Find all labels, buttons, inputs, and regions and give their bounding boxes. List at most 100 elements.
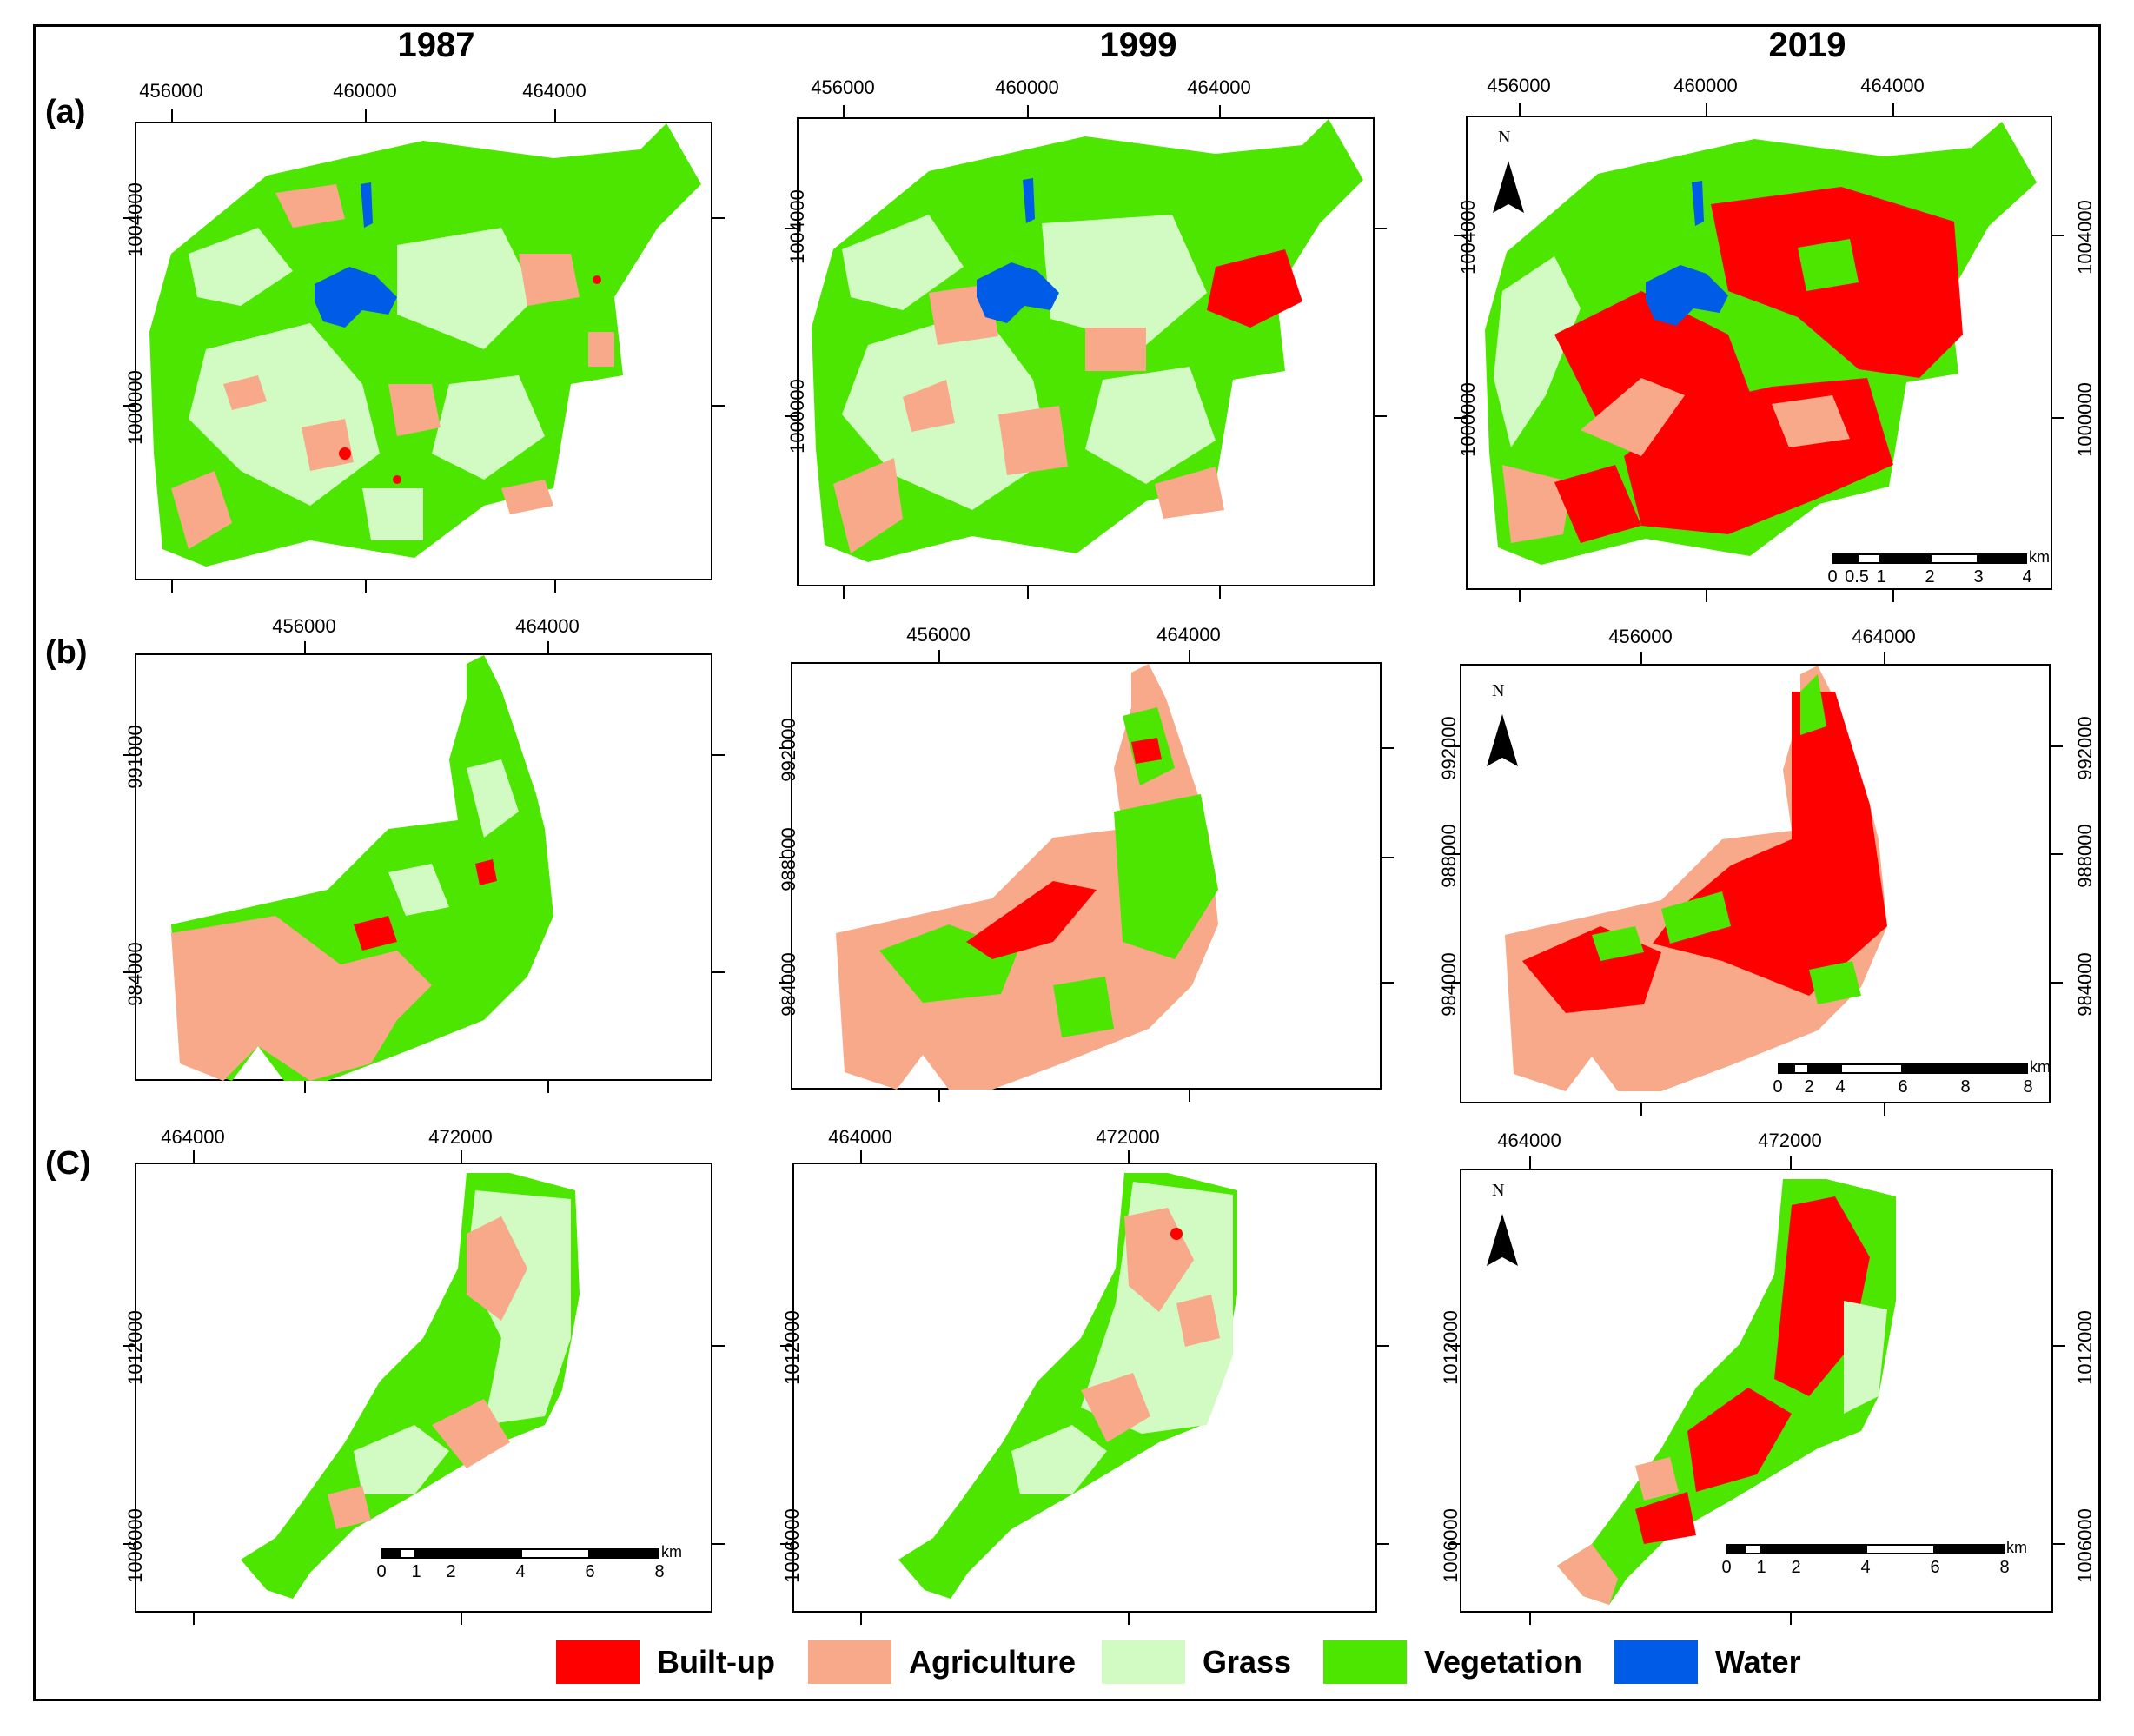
ytick-b-1987: 991000: [124, 725, 146, 789]
tick-mark: [171, 580, 173, 593]
north-arrow-icon: [1493, 161, 1524, 213]
year-1987: 1987: [397, 26, 475, 64]
tick-mark: [547, 641, 549, 653]
scale-a-unit: km: [2029, 548, 2050, 566]
ytick-b-1999: 988000: [778, 827, 799, 891]
tick-mark: [712, 1543, 725, 1545]
scale-c-label: 4: [515, 1562, 526, 1581]
tick-mark: [1790, 1156, 1792, 1169]
tick-mark: [1519, 590, 1521, 602]
ytick-c-1999: 1006000: [781, 1508, 803, 1583]
tick-mark: [1189, 1090, 1190, 1102]
tick-mark: [304, 641, 306, 653]
tick-mark: [1382, 857, 1394, 858]
scale-c-label: 4: [1860, 1558, 1871, 1577]
legend: Built-up Agriculture Grass Vegetation Wa…: [0, 1640, 2134, 1693]
tick-mark: [1454, 235, 1466, 236]
tick-mark: [712, 405, 725, 407]
xtick-a-1999: 464000: [1187, 76, 1251, 98]
legend-label: Grass: [1203, 1644, 1292, 1680]
scale-c-label: 1: [1756, 1558, 1766, 1577]
map-b-1987: [135, 653, 712, 1081]
legend-swatch: [1323, 1640, 1407, 1684]
ytick-a-2019-right: 1000000: [2074, 382, 2096, 457]
tick-mark: [1448, 982, 1460, 984]
tick-mark: [461, 1613, 462, 1625]
tick-mark: [304, 1081, 306, 1093]
north-arrow-icon: [1487, 1214, 1518, 1266]
tick-mark: [123, 1543, 135, 1545]
tick-mark: [193, 1613, 195, 1625]
tick-mark: [1219, 586, 1221, 599]
xtick-c-1999: 464000: [828, 1126, 892, 1148]
tick-mark: [712, 754, 725, 756]
tick-mark: [1884, 652, 1885, 664]
scale-b-label: 4: [1835, 1077, 1846, 1097]
land-cover-map-c-1999: [898, 1173, 1237, 1599]
tick-mark: [1448, 1543, 1460, 1545]
tick-mark: [780, 1543, 792, 1545]
xtick-a-2019: 464000: [1860, 75, 1925, 96]
land-cover-map-c-1987: [241, 1173, 580, 1599]
tick-mark: [171, 109, 173, 122]
scale-c-label: 8: [1999, 1558, 2010, 1577]
figure-frame: [33, 24, 2101, 1701]
xtick-c-2019: 464000: [1497, 1130, 1561, 1151]
tick-mark: [1448, 1345, 1460, 1347]
ytick-a-2019: 1004000: [1457, 200, 1479, 275]
scale-a-label: 1: [1876, 567, 1886, 586]
year-1999: 1999: [1099, 26, 1177, 64]
north-label: N: [1498, 128, 1511, 147]
tick-mark: [1706, 103, 1707, 116]
ytick-c-2019-right: 1012000: [2074, 1310, 2096, 1385]
ytick-b-2019-right: 984000: [2074, 952, 2096, 1017]
scale-c-label: 2: [446, 1562, 456, 1581]
tick-mark: [1189, 650, 1190, 662]
scale-c-label: 6: [585, 1562, 595, 1581]
xtick-b-2019: 464000: [1852, 626, 1916, 647]
xtick-c-1999: 472000: [1096, 1126, 1160, 1148]
scale-c-unit: km: [661, 1543, 682, 1560]
tick-mark: [365, 580, 367, 593]
ytick-b-1987: 984000: [124, 942, 146, 1006]
legend-swatch: [556, 1640, 640, 1684]
scale-b-label: 8: [1960, 1077, 1971, 1097]
map-a-1999: [797, 117, 1375, 586]
tick-mark: [860, 1613, 862, 1625]
scale-b-unit: km: [2030, 1058, 2051, 1076]
ytick-a-2019-right: 1004000: [2074, 200, 2096, 275]
row-label-a: (a): [45, 94, 86, 130]
tick-mark: [2051, 853, 2063, 855]
tick-mark: [1640, 652, 1642, 664]
xtick-b-1999: 456000: [906, 624, 971, 646]
scale-bar-a: 0 0.5 1 2 3 4 km: [1827, 548, 2050, 588]
ytick-b-2019: 992000: [1438, 716, 1460, 780]
tick-mark: [1790, 1613, 1792, 1625]
tick-mark: [554, 580, 556, 593]
ytick-c-2019: 1006000: [1440, 1508, 1461, 1583]
tick-mark: [1448, 853, 1460, 855]
xtick-c-1987: 464000: [161, 1126, 225, 1148]
tick-mark: [1128, 1150, 1130, 1163]
scale-b-label: 8: [2023, 1077, 2033, 1097]
scale-b-label: 6: [1898, 1077, 1908, 1097]
tick-mark: [1529, 1156, 1531, 1169]
ytick-c-2019-right: 1006000: [2074, 1508, 2096, 1583]
tick-mark: [938, 650, 940, 662]
tick-mark: [2052, 235, 2064, 236]
tick-mark: [123, 405, 135, 407]
xtick-a-1999: 456000: [811, 76, 875, 98]
tick-mark: [123, 217, 135, 219]
map-c-1999: [792, 1163, 1377, 1613]
legend-swatch: [1102, 1640, 1185, 1684]
ytick-b-2019: 988000: [1438, 824, 1460, 888]
ytick-a-1999: 1004000: [786, 189, 808, 264]
tick-mark: [547, 1081, 549, 1093]
tick-mark: [1382, 747, 1394, 749]
tick-mark: [712, 1345, 725, 1347]
tick-mark: [2053, 1345, 2065, 1347]
xtick-a-2019: 460000: [1673, 75, 1738, 96]
tick-mark: [365, 109, 367, 122]
scale-bar-c3: 0 1 2 4 6 8 km: [1721, 1539, 2027, 1579]
tick-mark: [938, 1090, 940, 1102]
